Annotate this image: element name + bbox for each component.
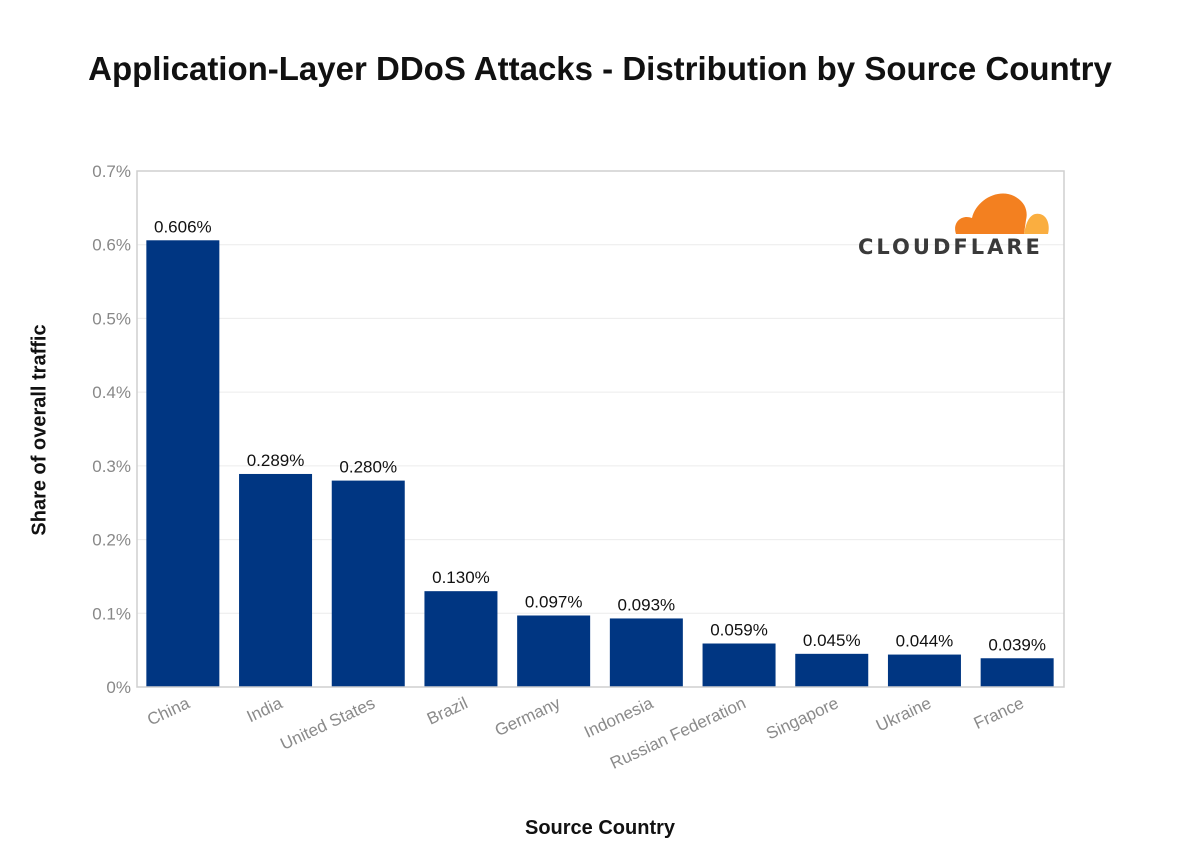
data-label: 0.289% — [247, 451, 305, 470]
bar-china — [146, 240, 220, 687]
x-tick-label: United States — [277, 693, 378, 753]
y-tick-label: 0.6% — [92, 236, 131, 255]
x-tick-label: India — [244, 693, 286, 726]
y-tick-label: 0.7% — [92, 162, 131, 181]
data-label: 0.045% — [803, 631, 861, 650]
y-tick-label: 0.3% — [92, 457, 131, 476]
data-label: 0.130% — [432, 568, 490, 587]
bars — [146, 240, 1054, 687]
data-label: 0.093% — [618, 595, 676, 614]
x-tick-label: Ukraine — [873, 693, 934, 735]
x-tick-label: Singapore — [763, 693, 841, 743]
bar-united-states — [331, 480, 405, 687]
bar-brazil — [424, 591, 498, 687]
data-label: 0.097% — [525, 592, 583, 611]
x-axis-label: Source Country — [524, 817, 676, 839]
y-tick-label: 0% — [106, 678, 131, 697]
data-labels: 0.606% 0.289% 0.280% 0.130% 0.097% 0.093% 0.05… — [154, 217, 1046, 654]
bar-ukraine — [887, 654, 961, 687]
bar-germany — [517, 615, 591, 687]
x-tick-label: Indonesia — [581, 693, 656, 742]
bar-russian-federation — [702, 643, 776, 687]
data-label: 0.606% — [154, 217, 212, 236]
cloud-icon — [955, 193, 1027, 234]
x-tick-label: France — [971, 693, 1027, 733]
chart-title: Application-Layer DDoS Attacks - Distrib… — [88, 50, 1112, 87]
x-tick-label: Germany — [492, 693, 564, 740]
y-tick-label: 0.2% — [92, 531, 131, 550]
data-label: 0.039% — [988, 635, 1046, 654]
bar-singapore — [795, 653, 869, 687]
data-label: 0.280% — [339, 458, 397, 477]
x-tick-label: China — [144, 693, 193, 729]
y-tick-label: 0.5% — [92, 309, 131, 328]
plot-frame — [136, 170, 1065, 688]
bar-india — [239, 473, 313, 687]
y-tick-labels: 0% 0.1% 0.2% 0.3% 0.4% 0.5% 0.6% 0.7% — [92, 162, 131, 697]
y-tick-label: 0.1% — [92, 604, 131, 623]
data-label: 0.059% — [710, 621, 768, 640]
bar-france — [980, 658, 1054, 687]
logo-text: CLOUDFLARE — [858, 235, 1043, 259]
y-tick-label: 0.4% — [92, 383, 131, 402]
data-label: 0.044% — [896, 632, 954, 651]
x-tick-label: Brazil — [424, 693, 471, 728]
bar-indonesia — [609, 618, 683, 687]
cloudflare-logo: CLOUDFLARE — [858, 193, 1049, 259]
